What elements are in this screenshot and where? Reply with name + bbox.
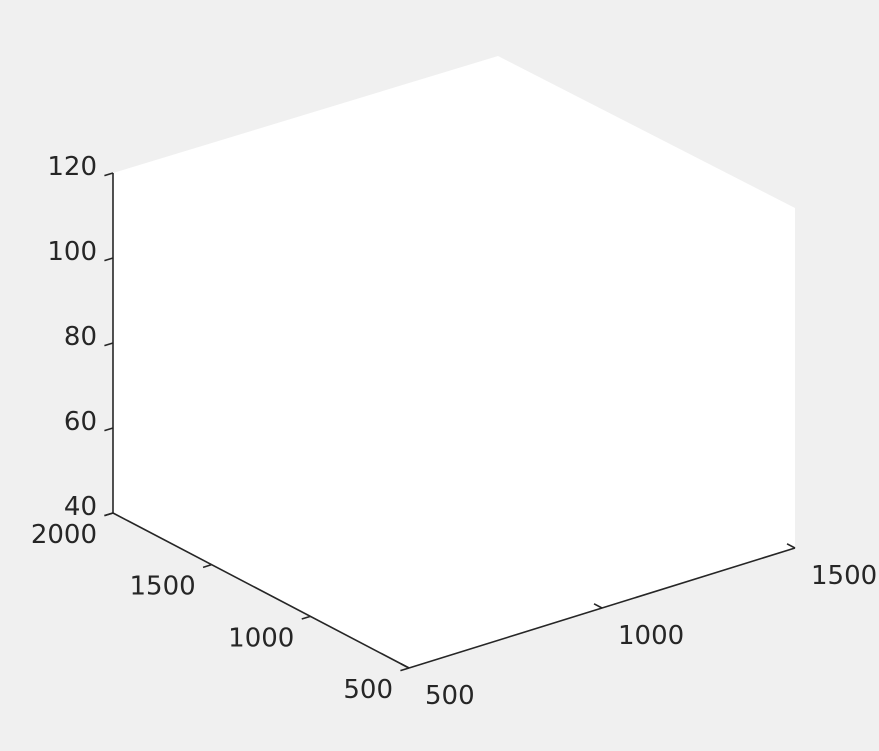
y-axis: 500 1000 1500 bbox=[400, 543, 877, 711]
x-axis: 500 1000 1500 2000 bbox=[31, 512, 410, 705]
x-axis-line bbox=[112, 512, 410, 669]
z-tick bbox=[104, 257, 114, 262]
z-tick bbox=[104, 342, 114, 347]
x-tick bbox=[301, 615, 311, 620]
y-tick-label: 1000 bbox=[618, 621, 684, 651]
x-tick-label: 1500 bbox=[129, 572, 195, 602]
x-tick-label: 2000 bbox=[31, 520, 97, 550]
y-tick bbox=[400, 663, 410, 669]
y-tick bbox=[593, 603, 603, 609]
axes-background bbox=[113, 56, 795, 668]
x-tick bbox=[202, 563, 212, 569]
z-tick bbox=[104, 427, 114, 432]
z-tick bbox=[104, 172, 114, 177]
z-tick bbox=[104, 512, 114, 517]
x-tick bbox=[400, 667, 410, 672]
z-axis: 40 60 80 100 120 bbox=[47, 152, 114, 522]
z-tick-label: 100 bbox=[47, 237, 97, 267]
x-tick-label: 1000 bbox=[228, 623, 294, 653]
z-tick-label: 40 bbox=[64, 492, 97, 522]
z-tick-label: 60 bbox=[64, 407, 97, 437]
x-tick-label: 500 bbox=[343, 675, 393, 705]
y-tick-label: 500 bbox=[425, 681, 475, 711]
z-tick-label: 120 bbox=[47, 152, 97, 182]
z-tick-label: 80 bbox=[64, 322, 97, 352]
y-tick bbox=[786, 543, 796, 549]
y-tick-label: 1500 bbox=[811, 561, 877, 591]
